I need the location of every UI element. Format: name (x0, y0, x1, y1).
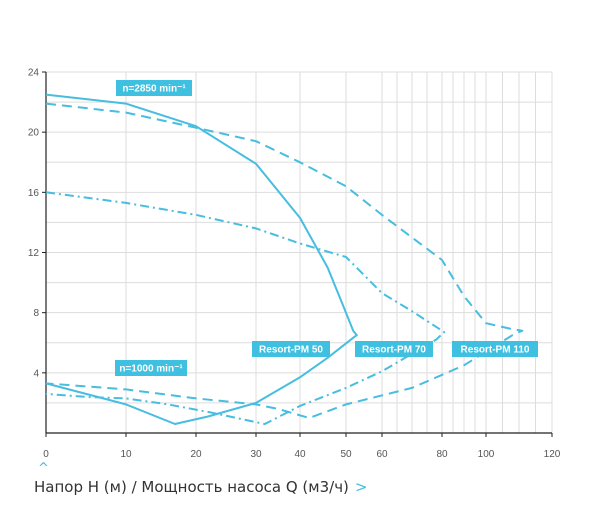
series-label-resort-pm-70-label: Resort-PM 70 (362, 345, 426, 356)
pump-curve-chart: 0 10 20 30 40 50 60 80 100 120 4 8 12 16 20 24 n=2850 m… (28, 68, 561, 461)
x-tick-label: 80 (436, 449, 448, 460)
x-tick-label: 50 (340, 449, 352, 460)
speed-label-2850-box (116, 80, 192, 96)
series-label-resort-pm-110-box (452, 341, 538, 357)
series-label-resort-pm-50-box (252, 341, 330, 357)
x-tick-label: 20 (190, 449, 202, 460)
chart-callouts: n=2850 min⁻¹ n=1000 min⁻¹ Resort-PM 50 Reso… (115, 80, 538, 376)
chart-axes: 0 10 20 30 40 50 60 80 100 120 4 8 12 16 20 24 (28, 68, 561, 461)
speed-label-1000-label: n=1000 min⁻¹ (119, 364, 183, 375)
speed-label-1000-box (115, 360, 187, 376)
y-tick-label: 12 (28, 248, 40, 259)
x-tick-label: 120 (544, 449, 561, 460)
curve-series-1 (45, 93, 358, 425)
chevron-right-icon[interactable]: > (354, 478, 368, 496)
axis-caption: Напор H (м) / Мощность насоса Q (м3/ч) (34, 478, 349, 496)
series-label-resort-pm-50-label: Resort-PM 50 (259, 345, 323, 356)
curve-series-3 (45, 102, 524, 419)
chart-curves (45, 93, 524, 425)
x-tick-label: 60 (376, 449, 388, 460)
y-tick-label: 16 (28, 188, 40, 199)
y-tick-label: 20 (28, 128, 40, 139)
x-tick-label: 10 (120, 449, 132, 460)
y-tick-label: 8 (33, 308, 39, 319)
curve-series-2 (45, 191, 446, 425)
chevron-up-icon[interactable]: ^ (38, 461, 49, 476)
chart-grid (46, 71, 553, 433)
x-tick-label: 30 (250, 449, 262, 460)
series-label-resort-pm-110-label: Resort-PM 110 (461, 345, 530, 356)
y-tick-label: 4 (33, 368, 39, 379)
x-tick-label: 100 (478, 449, 495, 460)
x-tick-label: 0 (43, 449, 49, 460)
series-label-resort-pm-70-box (355, 341, 433, 357)
x-tick-label: 40 (294, 449, 306, 460)
y-tick-label: 24 (28, 68, 40, 79)
axis-caption-row: Напор H (м) / Мощность насоса Q (м3/ч) > (34, 478, 368, 496)
speed-label-2850-label: n=2850 min⁻¹ (122, 84, 186, 95)
